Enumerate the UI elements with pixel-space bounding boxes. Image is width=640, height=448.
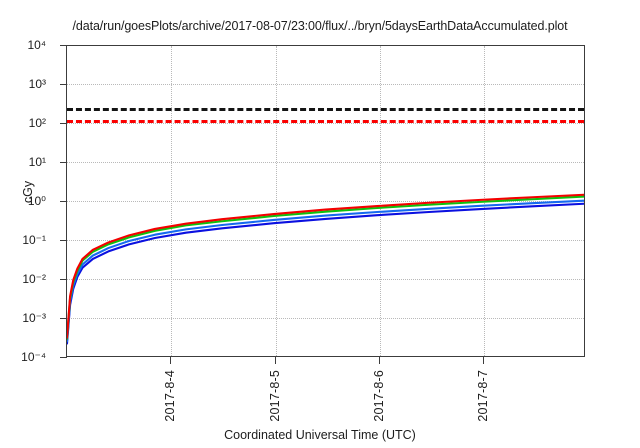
series-path-curve-lightblue bbox=[67, 199, 584, 343]
x-tick-mark bbox=[170, 357, 171, 364]
gridline-horizontal bbox=[67, 201, 584, 202]
y-tick-mark bbox=[60, 240, 67, 241]
x-tick-mark bbox=[275, 357, 276, 364]
gridline-vertical bbox=[276, 46, 277, 356]
plot-area bbox=[66, 45, 585, 357]
y-tick-label-10e-3: 10⁻³ bbox=[22, 311, 46, 325]
y-tick-mark bbox=[60, 162, 67, 163]
x-tick-mark bbox=[483, 357, 484, 364]
y-tick-label-10e2: 10² bbox=[28, 116, 46, 130]
y-tick-label-10e1: 10¹ bbox=[28, 155, 46, 169]
y-tick-mark bbox=[60, 279, 67, 280]
y-tick-mark bbox=[60, 84, 67, 85]
y-tick-label-10e-4: 10⁻⁴ bbox=[21, 350, 46, 364]
y-tick-mark bbox=[60, 123, 67, 124]
gridline-horizontal bbox=[67, 318, 584, 319]
gridline-horizontal bbox=[67, 162, 584, 163]
gridline-horizontal bbox=[67, 279, 584, 280]
threshold-line-black bbox=[67, 108, 584, 111]
y-tick-label-10e0: 10⁰ bbox=[27, 194, 46, 208]
gridline-horizontal bbox=[67, 84, 584, 85]
x-axis-label: Coordinated Universal Time (UTC) bbox=[224, 428, 416, 442]
page-title: /data/run/goesPlots/archive/2017-08-07/2… bbox=[72, 19, 568, 33]
y-tick-mark bbox=[60, 201, 67, 202]
x-tick-label-2017-8-6: 2017-8-6 bbox=[372, 370, 386, 422]
gridline-vertical bbox=[380, 46, 381, 356]
y-tick-mark bbox=[60, 45, 67, 46]
y-tick-mark bbox=[60, 357, 67, 358]
y-tick-label-10e-1: 10⁻¹ bbox=[22, 233, 46, 247]
x-tick-label-2017-8-4: 2017-8-4 bbox=[163, 370, 177, 422]
x-tick-label-2017-8-7: 2017-8-7 bbox=[476, 370, 490, 422]
gridline-horizontal bbox=[67, 240, 584, 241]
x-tick-label-2017-8-5: 2017-8-5 bbox=[268, 370, 282, 422]
threshold-line-red bbox=[67, 120, 584, 123]
curves-svg bbox=[67, 193, 584, 345]
x-tick-mark bbox=[379, 357, 380, 364]
gridline-horizontal bbox=[67, 123, 584, 124]
y-tick-label-10e4: 10⁴ bbox=[27, 38, 46, 52]
y-tick-label-10e3: 10³ bbox=[28, 77, 46, 91]
series-path-curve-red bbox=[67, 193, 584, 339]
gridline-vertical bbox=[171, 46, 172, 356]
y-tick-label-10e-2: 10⁻² bbox=[22, 272, 46, 286]
series-path-curve-darkblue bbox=[67, 202, 584, 345]
y-tick-mark bbox=[60, 318, 67, 319]
